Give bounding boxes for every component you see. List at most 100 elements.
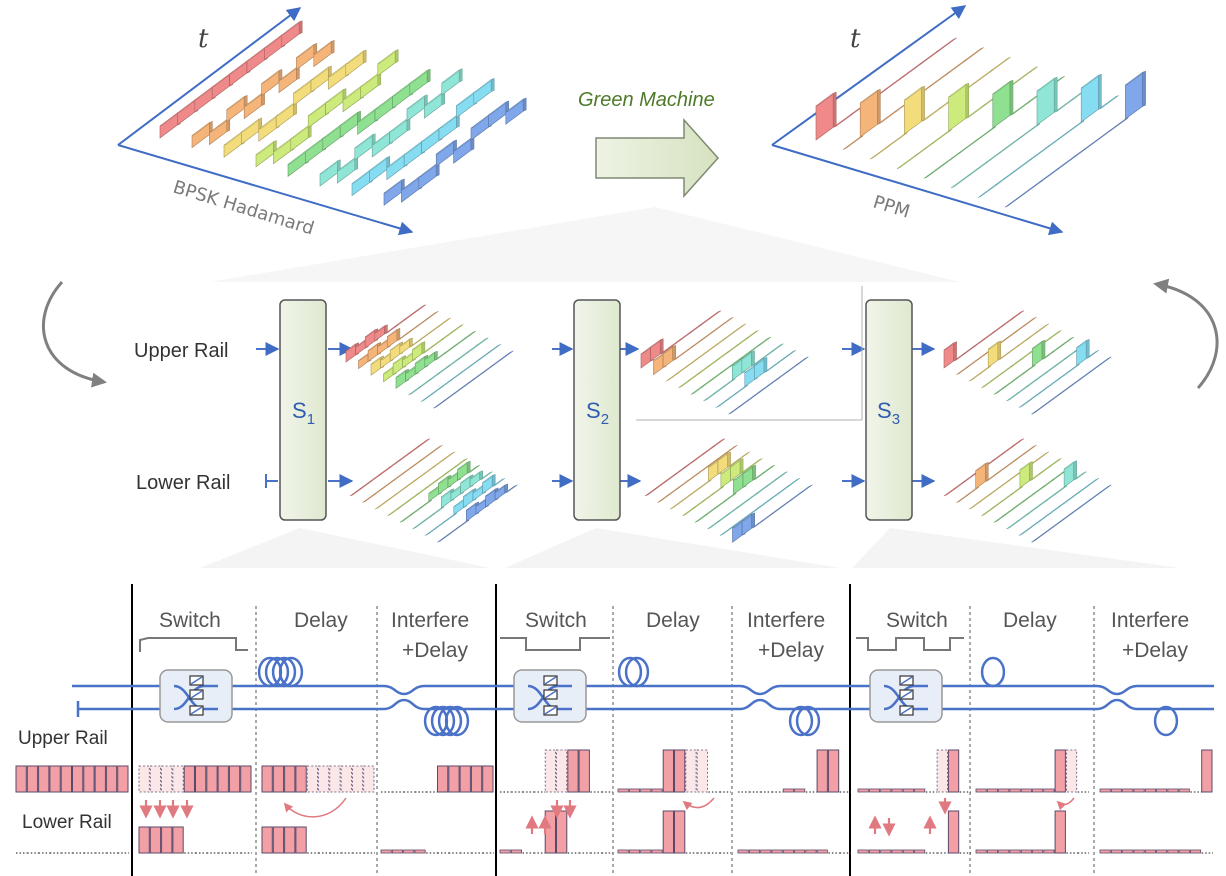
mid-slot xyxy=(1086,350,1099,359)
mid-slot xyxy=(1032,485,1046,495)
zoom-wedge-top xyxy=(210,207,960,282)
mid-slot xyxy=(1000,493,1014,503)
mid-slot xyxy=(1004,459,1018,468)
pulse-flat xyxy=(760,849,772,854)
pulse-bar-tall xyxy=(816,749,828,793)
bpsk-pulse xyxy=(307,102,326,129)
pulse-flat xyxy=(975,788,987,793)
mid-slot xyxy=(407,445,421,455)
top-right-panel: t PPM xyxy=(771,5,1146,236)
pulse-flat xyxy=(794,788,806,793)
delay-coil-icon xyxy=(1153,705,1179,737)
stage-label-s1: S1 xyxy=(292,398,315,428)
mid-slot xyxy=(1073,471,1087,481)
mid-slot xyxy=(991,452,1005,462)
ppm-slot xyxy=(977,183,999,198)
pulse-flat xyxy=(1110,788,1123,793)
mid-slot xyxy=(783,350,796,359)
pulse-ghost-tall xyxy=(544,749,556,793)
mid-pulse xyxy=(345,343,356,363)
mid-slot xyxy=(1069,505,1083,515)
mid-slot xyxy=(433,399,447,409)
bpsk-pulse xyxy=(229,60,248,87)
mid-slot xyxy=(1041,478,1055,488)
mid-slot xyxy=(1011,438,1024,448)
pulse-flat xyxy=(805,849,817,854)
ppm-slot xyxy=(973,69,994,84)
ppm-pulse-side xyxy=(1053,76,1058,113)
mid-slot xyxy=(694,351,708,361)
bpsk-pulse xyxy=(351,170,370,197)
mid-slot xyxy=(1023,317,1037,326)
ppm-pulse-side xyxy=(965,82,970,119)
mid-slot xyxy=(755,485,769,495)
mid-slot xyxy=(713,337,727,347)
mid-slot xyxy=(724,445,738,454)
ppm-pulse-side xyxy=(1142,70,1146,107)
mid-slot xyxy=(1088,491,1102,501)
bpsk-pulse xyxy=(392,82,411,109)
pulse-flat xyxy=(868,849,880,854)
pulse-ghost-tall xyxy=(685,749,697,793)
mid-slot xyxy=(421,513,435,523)
mid-slot xyxy=(735,337,749,347)
pulse-ghost xyxy=(318,765,330,793)
mid-slot xyxy=(1019,351,1033,361)
pulse-bar xyxy=(261,826,273,854)
mid-slot xyxy=(427,372,441,382)
pulse-bar-tall xyxy=(947,810,960,854)
pulse-flat xyxy=(640,788,652,793)
pulse-bar xyxy=(105,765,118,793)
ppm-slot xyxy=(936,37,957,53)
bpsk-pulse xyxy=(421,128,440,155)
mid-pulse-side xyxy=(739,458,744,475)
bpsk-pulse xyxy=(389,118,408,145)
mid-slot xyxy=(956,366,970,375)
pulse-flat xyxy=(868,788,880,793)
mid-slot xyxy=(997,479,1011,489)
pulse-flat xyxy=(628,788,640,793)
ppm-slot xyxy=(887,132,908,147)
pulse-flat xyxy=(794,849,806,854)
mid-pulse xyxy=(367,343,379,363)
mid-slot xyxy=(406,493,420,503)
pulse-bar-tall xyxy=(1054,749,1066,793)
mid-slot xyxy=(723,330,737,340)
mid-slot xyxy=(1044,364,1058,374)
mid-slot xyxy=(669,500,683,510)
mid-slot xyxy=(701,331,715,340)
mid-slot xyxy=(432,458,446,468)
mid-slot xyxy=(685,358,698,368)
delay-label-1: Delay xyxy=(294,609,348,632)
left-axis-label: BPSK Hadamard xyxy=(171,177,317,240)
mid-slot xyxy=(726,506,740,516)
pulse-flat xyxy=(1122,788,1134,793)
pulse-flat xyxy=(1110,849,1123,854)
switch-waveform-1 xyxy=(139,637,248,652)
pulse-flat xyxy=(902,788,914,793)
pulse-flat xyxy=(1190,849,1202,854)
mid-slot xyxy=(975,352,989,361)
pulse-bar xyxy=(437,765,449,793)
bpsk-pulse xyxy=(264,34,283,61)
mid-slot xyxy=(762,464,775,474)
delay-label-3: Delay xyxy=(1003,609,1057,632)
pulse-flat xyxy=(1133,849,1145,854)
pulse-flat xyxy=(771,849,783,854)
bpsk-pulse xyxy=(409,69,428,96)
bpsk-pulse xyxy=(177,99,196,126)
mid-slot xyxy=(965,359,979,368)
bpsk-pulse xyxy=(296,44,315,71)
mid-slot xyxy=(430,386,444,395)
delay-coil-icon xyxy=(980,656,1006,688)
mid-pulse xyxy=(465,502,477,522)
mid-slot xyxy=(1040,526,1054,536)
bottom-lower-rail-label: Lower Rail xyxy=(22,812,112,833)
pulse-flat xyxy=(1167,849,1179,854)
mid-slot xyxy=(1003,378,1017,388)
mid-slot xyxy=(444,465,458,475)
mid-slot xyxy=(981,379,995,389)
mid-slot xyxy=(1054,485,1068,495)
ppm-pulse-side xyxy=(832,91,837,128)
mid-slot xyxy=(403,479,417,489)
